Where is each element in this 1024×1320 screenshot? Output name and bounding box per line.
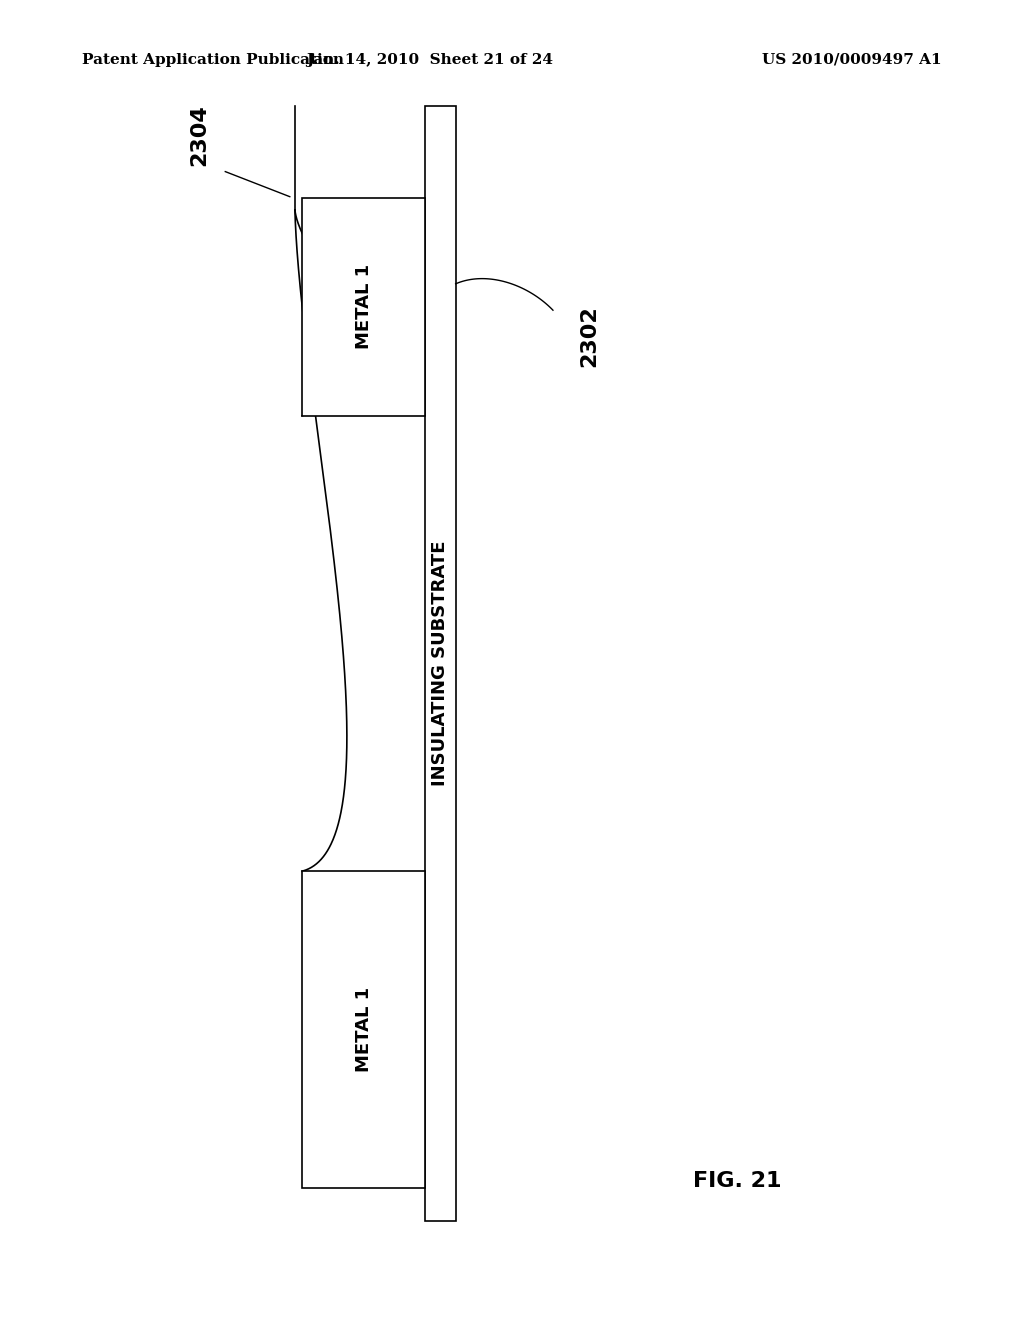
Text: INSULATING SUBSTRATE: INSULATING SUBSTRATE [431,541,450,785]
Bar [302,871,425,1188]
Bar [425,106,456,1221]
Text: METAL 1: METAL 1 [354,987,373,1072]
Text: US 2010/0009497 A1: US 2010/0009497 A1 [763,53,942,67]
Text: 2302: 2302 [579,306,599,367]
Text: FIG. 21: FIG. 21 [693,1171,781,1192]
Text: Jan. 14, 2010  Sheet 21 of 24: Jan. 14, 2010 Sheet 21 of 24 [306,53,554,67]
Text: 2304: 2304 [189,104,210,165]
Text: METAL 1: METAL 1 [354,264,373,350]
Bar [302,198,425,416]
Text: Patent Application Publication: Patent Application Publication [82,53,344,67]
